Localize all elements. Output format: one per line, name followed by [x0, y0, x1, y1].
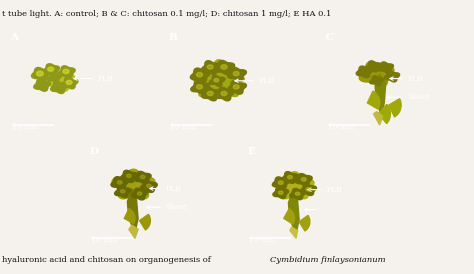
Polygon shape: [384, 71, 400, 82]
Text: PLB: PLB: [390, 75, 423, 82]
Polygon shape: [221, 65, 227, 69]
Polygon shape: [389, 99, 401, 117]
Polygon shape: [43, 64, 60, 76]
Text: PLB: PLB: [308, 186, 343, 194]
Text: A: A: [10, 33, 18, 42]
Polygon shape: [134, 172, 151, 184]
Text: PLB: PLB: [150, 184, 182, 193]
Polygon shape: [193, 60, 244, 96]
Polygon shape: [288, 175, 292, 179]
Polygon shape: [233, 85, 239, 89]
Polygon shape: [48, 67, 54, 71]
Polygon shape: [117, 181, 122, 184]
Polygon shape: [191, 68, 210, 82]
Polygon shape: [191, 81, 210, 94]
Polygon shape: [367, 91, 380, 109]
Polygon shape: [290, 189, 305, 200]
Polygon shape: [233, 72, 239, 76]
Text: 10 mm: 10 mm: [11, 122, 38, 130]
Polygon shape: [51, 81, 67, 93]
Polygon shape: [273, 187, 289, 199]
Text: Cymbidium finlaysonianum: Cymbidium finlaysonianum: [270, 256, 386, 264]
Text: E: E: [247, 147, 255, 156]
Polygon shape: [301, 178, 306, 181]
Polygon shape: [299, 215, 310, 231]
Polygon shape: [207, 65, 213, 69]
Text: 10 mm: 10 mm: [248, 236, 275, 244]
Polygon shape: [140, 180, 157, 192]
Polygon shape: [112, 169, 155, 199]
Polygon shape: [279, 191, 283, 194]
Polygon shape: [214, 78, 219, 82]
Polygon shape: [128, 189, 138, 233]
Polygon shape: [215, 60, 235, 75]
Polygon shape: [306, 188, 310, 191]
Text: D: D: [89, 147, 98, 156]
Polygon shape: [273, 177, 289, 189]
Polygon shape: [120, 170, 137, 182]
Text: 10 mm: 10 mm: [170, 122, 196, 130]
Text: PLB: PLB: [74, 75, 113, 82]
Polygon shape: [140, 214, 150, 230]
Polygon shape: [282, 172, 298, 183]
Polygon shape: [196, 72, 202, 77]
Polygon shape: [278, 181, 283, 184]
Polygon shape: [378, 104, 391, 124]
Text: Shoot: Shoot: [387, 93, 429, 101]
Polygon shape: [215, 87, 234, 101]
Polygon shape: [295, 174, 312, 186]
Polygon shape: [131, 188, 148, 200]
Polygon shape: [228, 67, 246, 81]
Polygon shape: [66, 80, 72, 85]
Polygon shape: [120, 190, 125, 193]
Polygon shape: [36, 71, 43, 76]
Polygon shape: [137, 192, 142, 195]
Polygon shape: [58, 66, 75, 78]
Text: t tube light. A: control; B & C: chitosan 0.1 mg/l; D: chitosan 1 mg/l; E HA 0.1: t tube light. A: control; B & C: chitosa…: [2, 10, 332, 18]
Polygon shape: [47, 72, 62, 82]
Polygon shape: [111, 177, 128, 189]
Polygon shape: [127, 174, 131, 178]
Polygon shape: [370, 76, 383, 86]
Polygon shape: [290, 227, 298, 238]
Text: Shoot: Shoot: [146, 203, 188, 211]
Polygon shape: [36, 64, 74, 91]
Polygon shape: [295, 192, 300, 195]
Polygon shape: [62, 77, 78, 89]
Polygon shape: [124, 209, 135, 224]
Polygon shape: [288, 190, 299, 234]
Polygon shape: [300, 184, 317, 196]
Polygon shape: [378, 62, 393, 73]
Polygon shape: [366, 61, 381, 72]
Polygon shape: [228, 81, 246, 94]
Polygon shape: [374, 112, 383, 125]
Polygon shape: [221, 91, 227, 96]
Polygon shape: [201, 61, 220, 74]
Polygon shape: [140, 175, 145, 179]
Polygon shape: [201, 87, 220, 101]
Polygon shape: [34, 79, 51, 91]
Polygon shape: [146, 184, 151, 187]
Polygon shape: [207, 91, 213, 96]
Polygon shape: [375, 74, 386, 116]
Polygon shape: [209, 75, 225, 87]
Polygon shape: [31, 67, 50, 81]
Polygon shape: [129, 225, 138, 238]
Polygon shape: [115, 186, 131, 198]
Text: B: B: [168, 33, 177, 42]
Polygon shape: [359, 62, 394, 87]
Text: 10 mm: 10 mm: [91, 236, 117, 244]
Polygon shape: [284, 209, 294, 224]
Text: hyaluronic acid and chitosan on organogenesis of: hyaluronic acid and chitosan on organoge…: [2, 256, 214, 264]
Text: 10 mm: 10 mm: [328, 122, 354, 130]
Text: C: C: [326, 33, 334, 42]
Polygon shape: [356, 66, 373, 78]
Polygon shape: [63, 69, 69, 74]
Polygon shape: [197, 85, 202, 89]
Polygon shape: [275, 172, 314, 199]
Text: PLB: PLB: [235, 77, 274, 85]
